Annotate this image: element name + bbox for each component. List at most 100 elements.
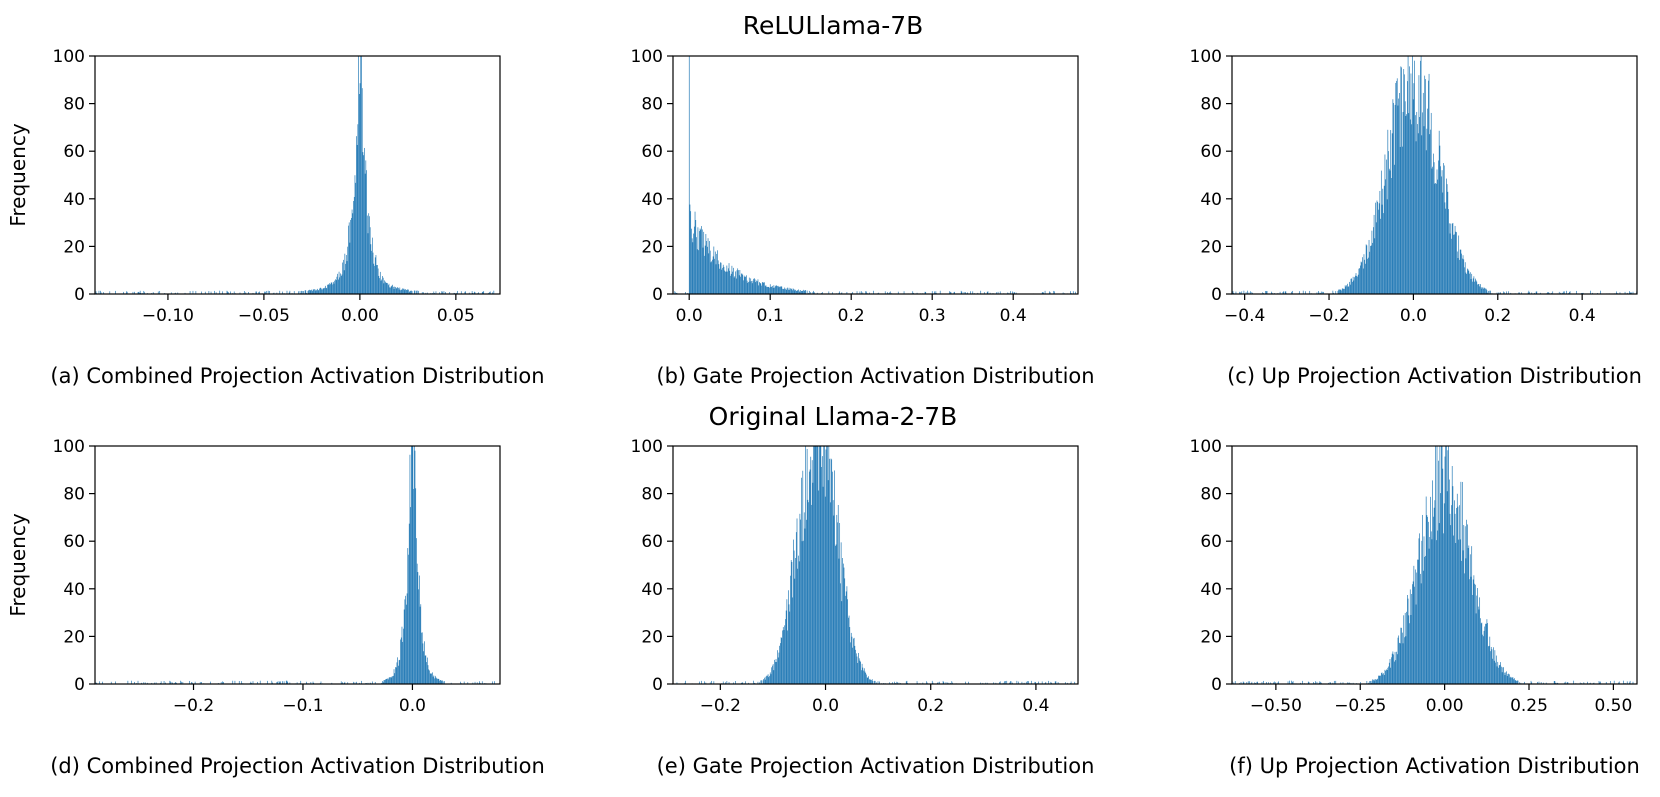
- histogram-bar: [303, 291, 304, 294]
- histogram-bar: [1518, 292, 1520, 294]
- histogram-bar: [377, 265, 378, 294]
- histogram-bar: [1624, 291, 1626, 294]
- histogram-bar: [690, 211, 692, 294]
- histogram-bar: [824, 446, 825, 684]
- histogram-bar: [1436, 169, 1438, 294]
- histogram-bar: [1438, 460, 1439, 684]
- histogram-bar: [1503, 291, 1504, 294]
- histogram-bar: [823, 446, 825, 684]
- histogram-bar: [1034, 681, 1036, 684]
- histogram-bar: [986, 291, 988, 294]
- histogram-bar: [1583, 682, 1585, 684]
- histogram-bar: [1478, 284, 1480, 294]
- histogram-bar: [1514, 678, 1515, 684]
- histogram-bar: [789, 611, 791, 684]
- histogram-bar: [753, 278, 754, 294]
- histogram-bar: [720, 262, 722, 294]
- histogram-bar: [821, 456, 823, 684]
- histogram-bar: [866, 291, 867, 294]
- histogram-bar: [1380, 170, 1382, 294]
- histogram-bar: [404, 290, 406, 294]
- x-tick-label: 0.00: [341, 306, 379, 326]
- histogram-bar: [1447, 191, 1449, 294]
- histogram-bar: [1043, 292, 1044, 294]
- histogram-bar: [425, 655, 427, 684]
- histogram-bar: [878, 292, 880, 294]
- histogram-bar: [701, 680, 702, 684]
- histogram-bar: [1375, 679, 1376, 684]
- histogram-bar: [1425, 496, 1427, 684]
- histogram-bar: [1376, 679, 1378, 684]
- histogram-bar: [322, 289, 323, 294]
- histogram-bar: [100, 292, 102, 294]
- histogram-bar: [1438, 160, 1439, 294]
- histogram-bar: [358, 93, 360, 294]
- histogram-bar: [1017, 681, 1019, 684]
- histogram-bar: [1406, 611, 1407, 684]
- histogram-bar: [828, 291, 830, 294]
- histogram-bar: [1542, 682, 1544, 684]
- histogram-bar: [674, 291, 676, 294]
- histogram-bar: [844, 578, 846, 684]
- histogram-bar: [1051, 682, 1052, 684]
- histogram-bar: [1404, 101, 1406, 294]
- y-axis-label: Frequency: [6, 123, 30, 226]
- histogram-bar: [1426, 128, 1428, 294]
- histogram-bar: [1451, 505, 1452, 684]
- histogram-bar: [803, 540, 804, 684]
- histogram-bar: [1513, 679, 1514, 684]
- histogram-bar: [704, 255, 705, 294]
- histogram-bar: [1402, 643, 1404, 684]
- histogram-bar: [1498, 665, 1500, 684]
- histogram-bar: [717, 260, 719, 294]
- y-tick-label: 0: [652, 675, 663, 695]
- histogram-bar: [356, 136, 357, 294]
- histogram-bar: [387, 678, 388, 684]
- histogram-bar: [777, 650, 778, 684]
- histogram-bar: [798, 561, 800, 684]
- histogram-bar: [1470, 576, 1472, 684]
- histogram-bar: [248, 291, 249, 294]
- histogram-bar: [676, 682, 678, 684]
- histogram-bar: [394, 286, 396, 294]
- histogram-bar: [1470, 279, 1472, 294]
- histogram-bar: [345, 255, 347, 294]
- histogram-bar: [335, 279, 336, 294]
- histogram-bar: [1332, 290, 1334, 294]
- histogram-bar: [841, 601, 843, 684]
- histogram-bar: [939, 681, 940, 684]
- histogram-bar: [1448, 209, 1449, 294]
- histogram-bar: [1417, 559, 1418, 684]
- histogram-bar: [784, 625, 786, 684]
- histogram-bar: [696, 249, 698, 294]
- histogram-bar: [801, 290, 802, 294]
- histogram-bar: [779, 286, 780, 294]
- histogram-bar: [1358, 268, 1360, 294]
- histogram-bar: [825, 449, 827, 684]
- histogram-bar: [144, 682, 146, 684]
- histogram-bar: [1482, 287, 1483, 294]
- histogram-bar: [416, 538, 417, 684]
- histogram-bar: [799, 292, 801, 294]
- histogram-bar: [189, 291, 191, 294]
- histogram-bar: [751, 283, 753, 294]
- histogram-bar: [483, 291, 485, 294]
- histogram-bar: [1262, 292, 1264, 294]
- histogram-bar: [429, 673, 431, 684]
- x-tick-label: −0.1: [282, 696, 323, 716]
- histogram-bar: [1346, 682, 1348, 684]
- y-tick-label: 60: [63, 142, 85, 162]
- histogram-bar: [335, 280, 337, 294]
- histogram-bar: [797, 568, 799, 684]
- histogram-bar: [1009, 682, 1010, 684]
- histogram-bar: [362, 152, 364, 294]
- histogram-bar: [155, 682, 157, 684]
- histogram-bar: [705, 682, 707, 684]
- histogram-bar: [754, 279, 756, 294]
- histogram-bar: [1475, 280, 1477, 294]
- histogram-bar: [411, 291, 413, 294]
- histogram-bar: [1508, 674, 1510, 684]
- histogram-bar: [1477, 284, 1479, 294]
- histogram-bar: [800, 290, 801, 294]
